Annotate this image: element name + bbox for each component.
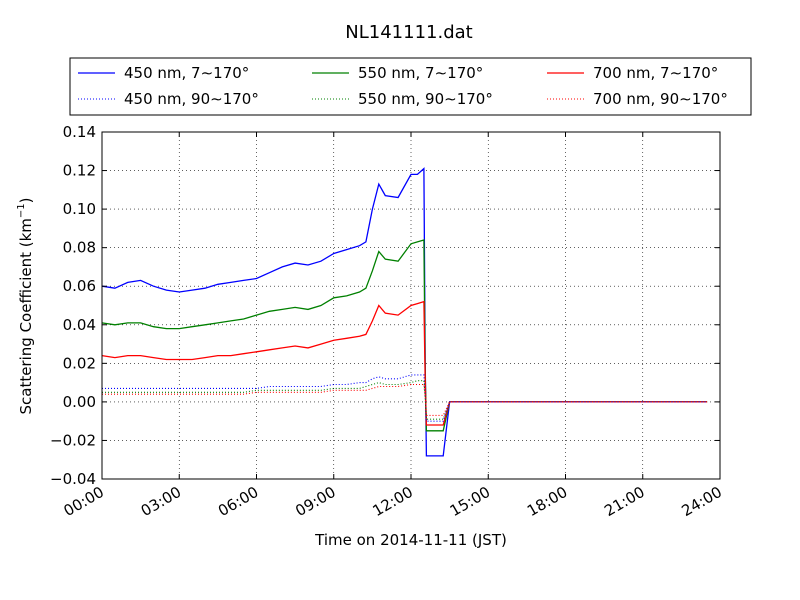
legend-label-2: 700 nm, 7∼170° (593, 64, 718, 82)
chart-title: NL141111.dat (345, 22, 472, 43)
y-tick-label: 0.08 (63, 239, 96, 257)
y-axis-label-main: Scattering Coefficient (km (17, 218, 35, 414)
y-tick-label: −0.02 (50, 431, 96, 449)
y-tick-label: 0.00 (63, 393, 96, 411)
legend-label-3: 450 nm, 90∼170° (124, 90, 259, 108)
series-line-0 (101, 167, 708, 457)
series-line-1 (101, 239, 708, 432)
series-layer (101, 167, 708, 457)
y-axis-label-exponent: −1 (16, 203, 27, 218)
x-axis-label: Time on 2014-11-11 (JST) (314, 531, 507, 549)
legend-box (69, 57, 752, 116)
legend-label-4: 550 nm, 90∼170° (358, 90, 493, 108)
series-line-2 (101, 300, 708, 426)
grid (102, 132, 720, 479)
legend-label-1: 550 nm, 7∼170° (358, 64, 483, 82)
y-tick-label: 0.10 (63, 200, 96, 218)
y-tick-label: 0.12 (63, 162, 96, 180)
y-axis-label-suffix: ) (17, 197, 35, 203)
legend-label-5: 700 nm, 90∼170° (593, 90, 728, 108)
y-tick-label: 0.14 (63, 123, 96, 141)
y-tick-label: 0.06 (63, 277, 96, 295)
y-tick-label: −0.04 (50, 470, 96, 488)
legend-label-0: 450 nm, 7∼170° (124, 64, 249, 82)
y-tick-label: 0.04 (63, 316, 96, 334)
y-axis-label: Scattering Coefficient (km−1) (16, 197, 35, 414)
legend: 450 nm, 7∼170° 550 nm, 7∼170° 700 nm, 7∼17… (78, 64, 728, 108)
y-tick-label: 0.02 (63, 354, 96, 372)
